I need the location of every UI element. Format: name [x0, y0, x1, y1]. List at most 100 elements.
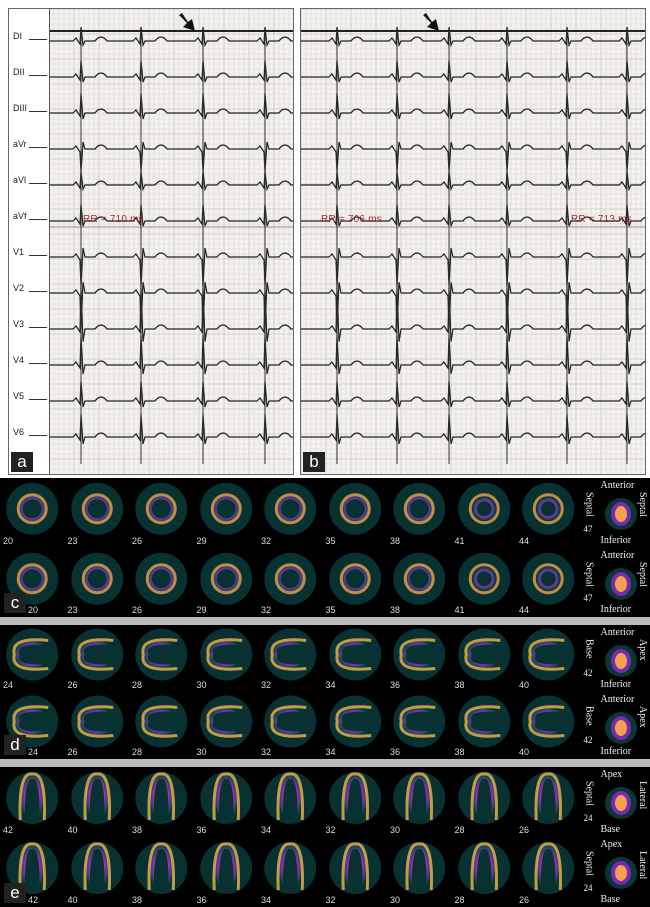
- slice-number: 41: [454, 535, 465, 546]
- spect-slice: 35: [322, 547, 388, 617]
- orient-top: Anterior: [600, 694, 635, 705]
- spect-slice: 26: [516, 837, 582, 907]
- slice-number: 38: [132, 895, 143, 905]
- halo: [199, 772, 252, 824]
- slice-image: [199, 482, 252, 535]
- ecg-trace: [301, 334, 645, 375]
- slice-number: 28: [454, 825, 465, 835]
- orientation-key: Anterior Inferior Septal Septal 47: [580, 478, 650, 548]
- rr-interval-b1: RR = 706 ms: [321, 214, 382, 225]
- lead-label: DIII: [13, 103, 28, 113]
- slice-image: [264, 839, 317, 894]
- slice-number: 38: [132, 825, 143, 835]
- ring-highlight: [274, 562, 306, 594]
- lead-tick: [29, 219, 47, 220]
- slice-image: [522, 628, 575, 681]
- spect-slice: 40: [516, 692, 582, 759]
- lead-tick: [29, 327, 47, 328]
- slice-image: [6, 552, 59, 605]
- slice-number: 44: [519, 535, 530, 546]
- slice-image: [70, 769, 123, 824]
- arc-highlight: [76, 705, 113, 738]
- slice-number: 40: [519, 747, 530, 757]
- spect-slice: 41: [451, 547, 517, 617]
- slice-image: [264, 552, 317, 605]
- ring-highlight: [532, 493, 564, 525]
- myocardium-ring: [531, 561, 565, 595]
- myocardium-ring: [467, 561, 501, 595]
- slice-image: [264, 482, 317, 535]
- slice-number: 42: [3, 825, 14, 835]
- lead-label: V5: [13, 391, 25, 401]
- slice-image: [135, 769, 188, 824]
- slice-image: [70, 628, 123, 681]
- spect-slice: 41: [451, 478, 517, 548]
- spect-slice: 28: [451, 837, 517, 907]
- slice-image: [522, 552, 575, 605]
- slice-number: 28: [132, 680, 143, 690]
- ecg-trace: [49, 26, 293, 48]
- spect-slice: 28: [129, 625, 195, 692]
- spect-panel-c: c 20 23 26 29 32 35 38 41 44 Anterior Inferior Sept…: [0, 478, 650, 617]
- slice-number: 26: [67, 747, 78, 757]
- lead-tick: [29, 147, 47, 148]
- slice-number: 34: [261, 895, 272, 905]
- slice-number: 38: [390, 605, 401, 615]
- slice-number: 23: [67, 605, 78, 615]
- ecg-panel-a: DI DII DIII aVr aVl aVf V1 V2 V3 V4 V5 V6 RR = 710 …: [8, 8, 294, 475]
- halo: [6, 772, 59, 824]
- slice-image: [328, 628, 381, 681]
- slice-number: 44: [519, 605, 530, 615]
- orientation-image: [604, 498, 637, 530]
- halo: [264, 842, 317, 894]
- arc-highlight: [270, 638, 307, 671]
- ecg-trace: [49, 141, 293, 173]
- halo: [70, 842, 123, 894]
- spect-slice: 40: [64, 767, 130, 837]
- orientation-image: [604, 645, 637, 677]
- ring-highlight: [468, 493, 500, 525]
- ring-highlight: [403, 493, 435, 525]
- slice-number: 34: [261, 825, 272, 835]
- ring-highlight: [16, 562, 48, 594]
- slice-number: 36: [390, 747, 401, 757]
- slice-number: 40: [67, 895, 78, 905]
- slice-image: [328, 482, 381, 535]
- arc-highlight: [12, 638, 49, 671]
- spect-slice: 29: [193, 547, 259, 617]
- slice-image: [6, 628, 59, 681]
- lead-label: DI: [13, 31, 22, 41]
- arch-highlight: [212, 842, 240, 891]
- ring-highlight: [532, 562, 564, 594]
- slice-image: [199, 769, 252, 824]
- lead-tick: [29, 255, 47, 256]
- ecg-trace: [301, 413, 645, 445]
- ecg-trace: [49, 282, 293, 330]
- lead-label: V1: [13, 247, 25, 257]
- slice-image: [70, 482, 123, 535]
- spect-slice: 34: [258, 767, 324, 837]
- halo: [457, 552, 510, 605]
- slice-image: [135, 839, 188, 894]
- spect-slice: 32: [258, 692, 324, 759]
- orient-top: Anterior: [600, 627, 635, 638]
- separator: [0, 617, 650, 625]
- ring-highlight: [145, 562, 177, 594]
- lead-label: V3: [13, 319, 25, 329]
- slice-number: 26: [519, 895, 530, 905]
- orient-top: Apex: [600, 769, 623, 780]
- halo: [522, 482, 575, 535]
- spect-slice: 35: [322, 478, 388, 548]
- halo: [457, 842, 510, 894]
- slice-number: 32: [261, 680, 272, 690]
- ring-highlight: [339, 562, 371, 594]
- spect-slice: 20: [0, 478, 66, 548]
- slice-image: [328, 839, 381, 894]
- arc-highlight: [141, 638, 178, 671]
- orientation-key: Anterior Inferior Base Apex 42: [580, 625, 650, 692]
- slice-number: 29: [196, 535, 207, 546]
- arc-highlight: [334, 638, 371, 671]
- lead-tick: [29, 363, 47, 364]
- orientation-image: [604, 567, 637, 600]
- slice-number: 35: [325, 535, 336, 546]
